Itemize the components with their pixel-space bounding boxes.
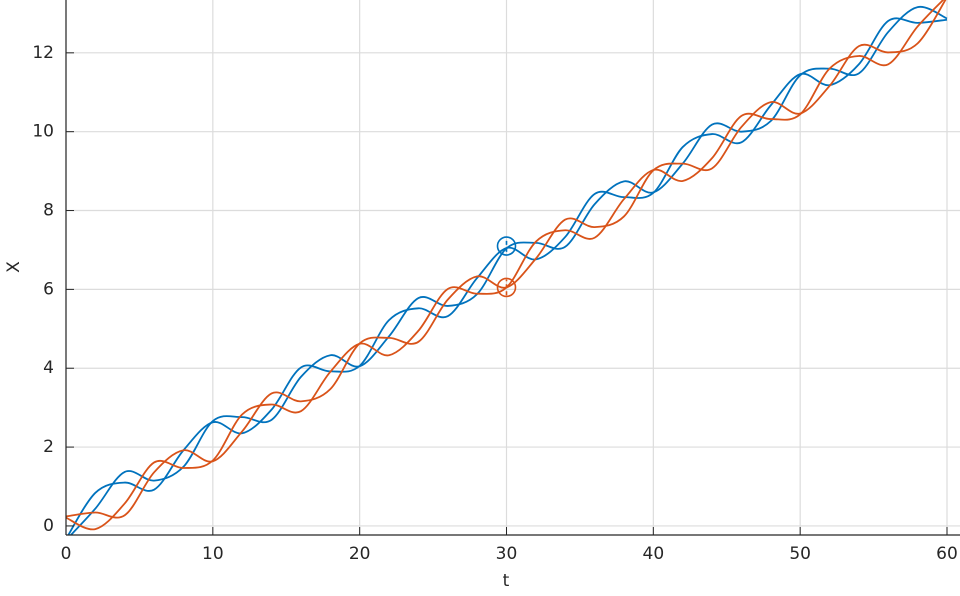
- x-axis-label: t: [503, 571, 510, 591]
- x-tick-label: 20: [349, 544, 371, 564]
- y-tick-label: 0: [43, 516, 54, 536]
- y-tick-label: 8: [43, 201, 54, 221]
- y-tick-label: 2: [43, 437, 54, 457]
- axes: 0 10 20 30 40 50 60 0 2 4 6 8 10 12: [32, 0, 960, 564]
- y-tick-label: 6: [43, 279, 54, 299]
- x-tick-label: 50: [789, 544, 811, 564]
- plot-area: [66, 0, 948, 535]
- x-tick-label: 30: [496, 544, 518, 564]
- x-tick-label: 10: [202, 544, 224, 564]
- grid: [65, 0, 960, 535]
- y-tick-label: 4: [43, 358, 54, 378]
- point-marker: [496, 236, 517, 256]
- y-tick-label: 12: [32, 43, 54, 63]
- y-tick-label: 10: [32, 122, 54, 142]
- x-tick-label: 40: [643, 544, 665, 564]
- point-marker: [496, 277, 517, 298]
- y-axis-label: X: [4, 261, 24, 273]
- x-tick-label: 60: [936, 544, 958, 564]
- x-tick-label: 0: [61, 544, 72, 564]
